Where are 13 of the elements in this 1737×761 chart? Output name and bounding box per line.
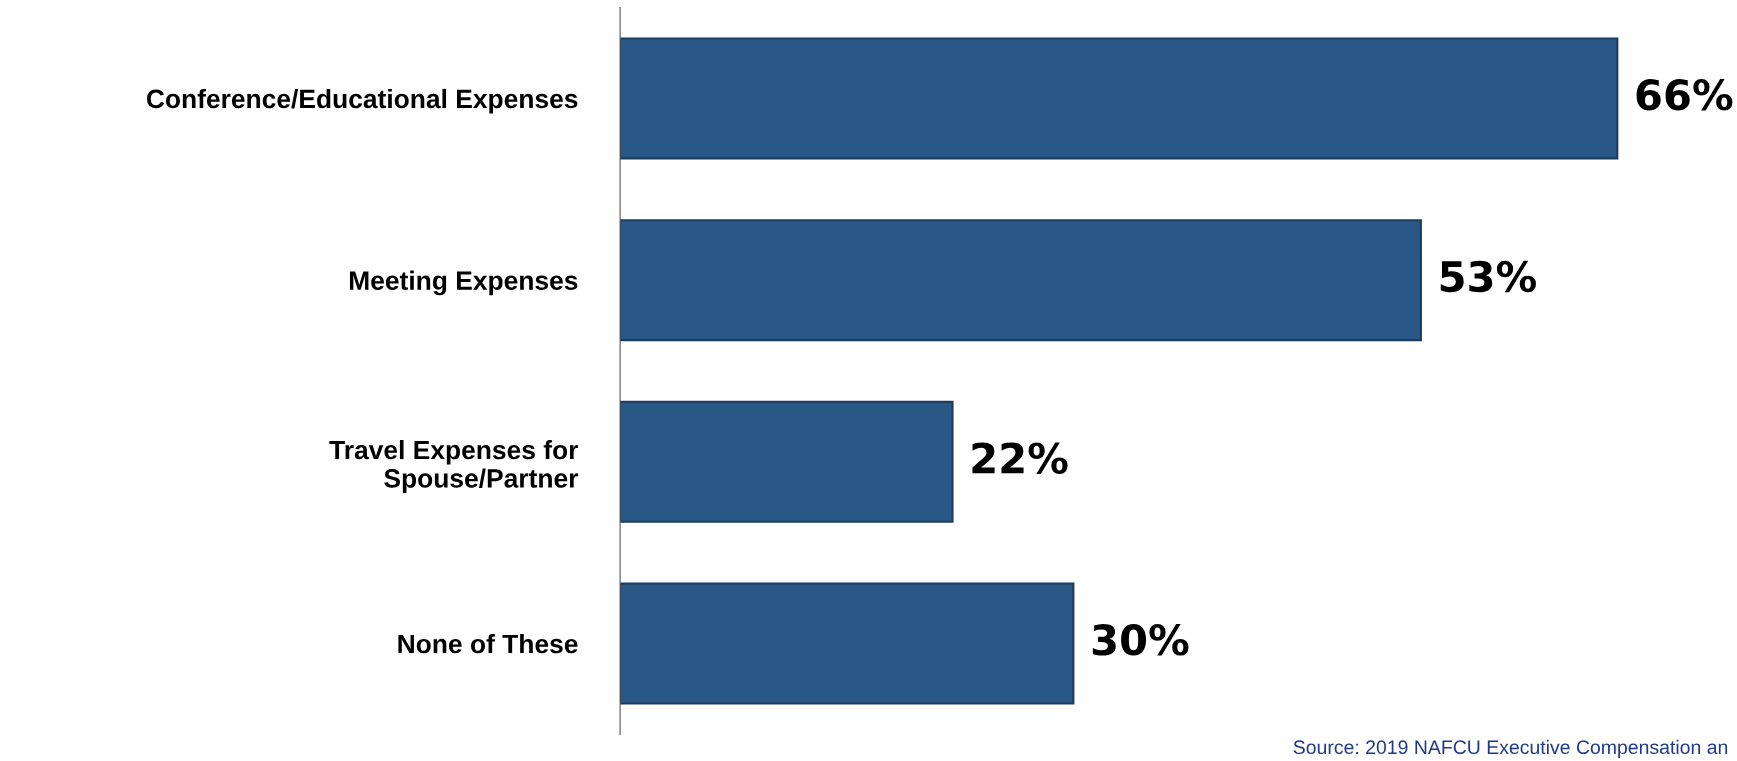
source-note: Source: 2019 NAFCU Executive Compensation an xyxy=(1293,739,1728,758)
bar xyxy=(620,582,1075,705)
bar xyxy=(620,400,954,523)
data-label: 53% xyxy=(1440,260,1536,293)
data-label: 22% xyxy=(972,442,1068,474)
y-tick-label: Conference/Educational Expenses xyxy=(146,88,578,114)
data-label: 66% xyxy=(1636,79,1733,111)
y-tick-label: Meeting Expenses xyxy=(349,270,578,296)
y-tick-label: None of These xyxy=(398,633,578,654)
bar xyxy=(620,37,1619,160)
bar xyxy=(620,219,1422,342)
data-label: 30% xyxy=(1092,624,1189,656)
y-tick-label: Travel Expenses for Spouse/Partner xyxy=(329,439,579,493)
